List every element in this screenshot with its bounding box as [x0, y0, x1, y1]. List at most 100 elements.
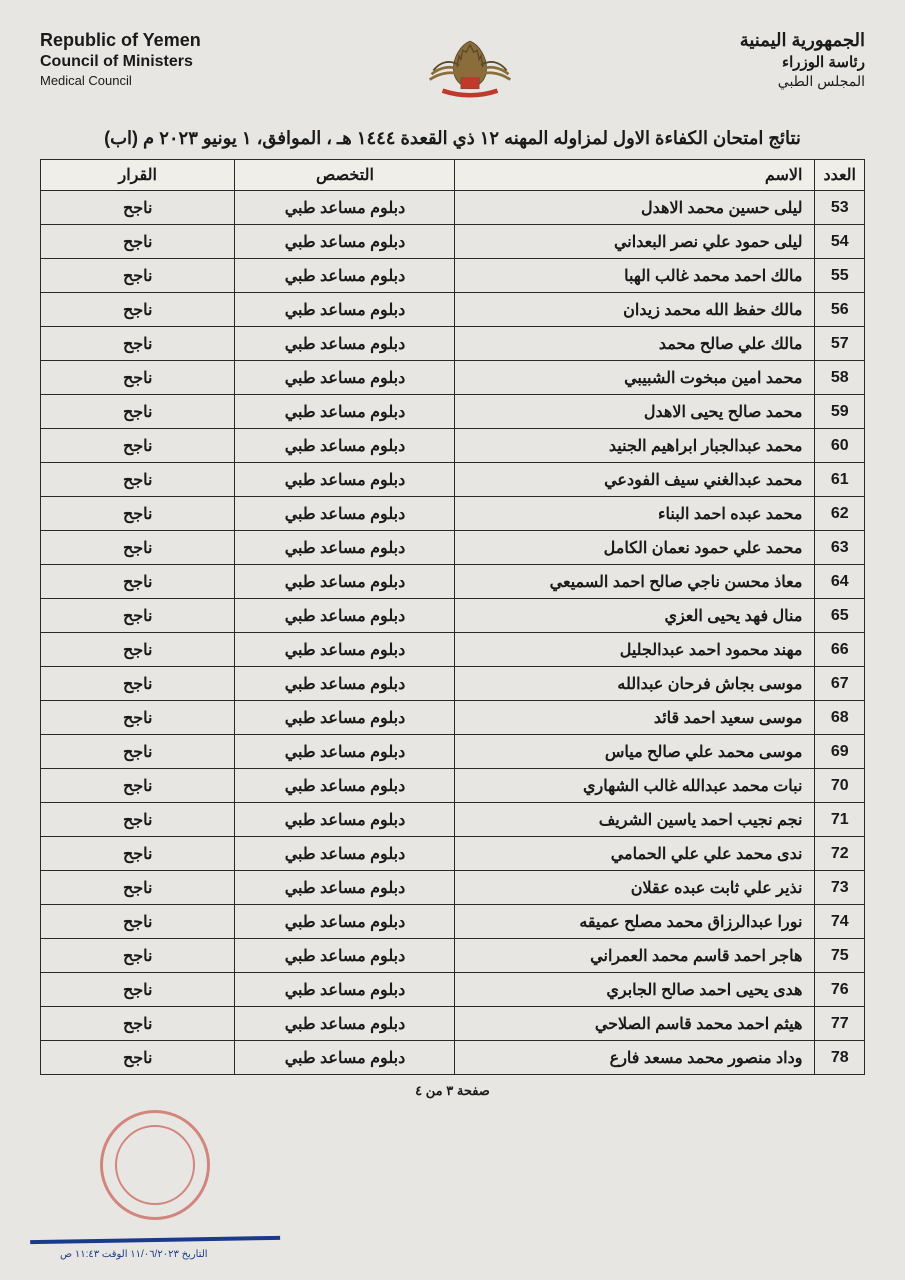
table-row: 53ليلى حسين محمد الاهدلدبلوم مساعد طبينا… [41, 191, 865, 225]
table-row: 55مالك احمد محمد غالب الهبادبلوم مساعد ط… [41, 259, 865, 293]
col-header-result: القرار [41, 160, 235, 191]
cell-result: ناجح [41, 463, 235, 497]
cell-result: ناجح [41, 361, 235, 395]
cell-name: مالك حفظ الله محمد زيدان [455, 293, 815, 327]
cell-result: ناجح [41, 1041, 235, 1075]
cell-number: 74 [815, 905, 865, 939]
print-date-stamp: التاريخ ١١/٠٦/٢٠٢٣ الوقت ١١:٤٣ ص [60, 1249, 208, 1260]
header-english: Republic of Yemen Council of Ministers M… [40, 30, 201, 88]
cell-name: محمد عبده احمد البناء [455, 497, 815, 531]
cell-name: ليلى حسين محمد الاهدل [455, 191, 815, 225]
cell-number: 73 [815, 871, 865, 905]
cell-number: 60 [815, 429, 865, 463]
cell-result: ناجح [41, 327, 235, 361]
cell-specialization: دبلوم مساعد طبي [235, 837, 455, 871]
cell-name: معاذ محسن ناجي صالح احمد السميعي [455, 565, 815, 599]
table-row: 70نبات محمد عبدالله غالب الشهاريدبلوم مس… [41, 769, 865, 803]
table-row: 78وداد منصور محمد مسعد فارعدبلوم مساعد ط… [41, 1041, 865, 1075]
cell-result: ناجح [41, 531, 235, 565]
cell-name: هيثم احمد محمد قاسم الصلاحي [455, 1007, 815, 1041]
cell-number: 72 [815, 837, 865, 871]
cell-specialization: دبلوم مساعد طبي [235, 293, 455, 327]
table-row: 57مالك علي صالح محمددبلوم مساعد طبيناجح [41, 327, 865, 361]
cell-number: 75 [815, 939, 865, 973]
cell-specialization: دبلوم مساعد طبي [235, 327, 455, 361]
table-row: 75هاجر احمد قاسم محمد العمرانيدبلوم مساع… [41, 939, 865, 973]
cell-name: نورا عبدالرزاق محمد مصلح عميقه [455, 905, 815, 939]
national-emblem-icon [410, 30, 530, 110]
official-stamp-icon [100, 1110, 210, 1220]
letterhead: Republic of Yemen Council of Ministers M… [40, 30, 865, 110]
table-header-row: العدد الاسم التخصص القرار [41, 160, 865, 191]
cell-specialization: دبلوم مساعد طبي [235, 463, 455, 497]
table-row: 58محمد امين مبخوت الشبيبيدبلوم مساعد طبي… [41, 361, 865, 395]
cell-name: هاجر احمد قاسم محمد العمراني [455, 939, 815, 973]
table-row: 71نجم نجيب احمد ياسين الشريفدبلوم مساعد … [41, 803, 865, 837]
table-row: 64معاذ محسن ناجي صالح احمد السميعيدبلوم … [41, 565, 865, 599]
cell-result: ناجح [41, 259, 235, 293]
cell-specialization: دبلوم مساعد طبي [235, 633, 455, 667]
table-row: 77هيثم احمد محمد قاسم الصلاحيدبلوم مساعد… [41, 1007, 865, 1041]
cell-number: 65 [815, 599, 865, 633]
cell-specialization: دبلوم مساعد طبي [235, 1041, 455, 1075]
cell-name: محمد علي حمود نعمان الكامل [455, 531, 815, 565]
cell-result: ناجح [41, 225, 235, 259]
table-row: 74نورا عبدالرزاق محمد مصلح عميقهدبلوم مس… [41, 905, 865, 939]
council-ar: رئاسة الوزراء [740, 53, 865, 71]
cell-number: 55 [815, 259, 865, 293]
cell-name: هدى يحيى احمد صالح الجابري [455, 973, 815, 1007]
col-header-number: العدد [815, 160, 865, 191]
cell-specialization: دبلوم مساعد طبي [235, 191, 455, 225]
cell-specialization: دبلوم مساعد طبي [235, 361, 455, 395]
cell-result: ناجح [41, 973, 235, 1007]
cell-specialization: دبلوم مساعد طبي [235, 905, 455, 939]
cell-number: 68 [815, 701, 865, 735]
cell-result: ناجح [41, 429, 235, 463]
cell-name: ندى محمد علي علي الحمامي [455, 837, 815, 871]
table-row: 59محمد صالح يحيى الاهدلدبلوم مساعد طبينا… [41, 395, 865, 429]
cell-number: 70 [815, 769, 865, 803]
country-ar: الجمهورية اليمنية [740, 30, 865, 51]
cell-result: ناجح [41, 565, 235, 599]
cell-number: 57 [815, 327, 865, 361]
cell-specialization: دبلوم مساعد طبي [235, 667, 455, 701]
table-row: 63محمد علي حمود نعمان الكاملدبلوم مساعد … [41, 531, 865, 565]
cell-result: ناجح [41, 939, 235, 973]
cell-result: ناجح [41, 191, 235, 225]
cell-result: ناجح [41, 701, 235, 735]
cell-number: 58 [815, 361, 865, 395]
cell-number: 64 [815, 565, 865, 599]
cell-name: وداد منصور محمد مسعد فارع [455, 1041, 815, 1075]
col-header-name: الاسم [455, 160, 815, 191]
country-en: Republic of Yemen [40, 30, 201, 51]
page-number: صفحة ٣ من ٤ [40, 1083, 865, 1099]
cell-specialization: دبلوم مساعد طبي [235, 395, 455, 429]
cell-name: نذير علي ثابت عبده عقلان [455, 871, 815, 905]
table-row: 68موسى سعيد احمد قائددبلوم مساعد طبيناجح [41, 701, 865, 735]
col-header-specialization: التخصص [235, 160, 455, 191]
cell-name: نجم نجيب احمد ياسين الشريف [455, 803, 815, 837]
cell-result: ناجح [41, 803, 235, 837]
results-table: العدد الاسم التخصص القرار 53ليلى حسين مح… [40, 159, 865, 1075]
cell-specialization: دبلوم مساعد طبي [235, 701, 455, 735]
cell-name: مهند محمود احمد عبدالجليل [455, 633, 815, 667]
table-row: 69موسى محمد علي صالح مياسدبلوم مساعد طبي… [41, 735, 865, 769]
cell-name: منال فهد يحيى العزي [455, 599, 815, 633]
dept-ar: المجلس الطبي [740, 73, 865, 90]
cell-name: نبات محمد عبدالله غالب الشهاري [455, 769, 815, 803]
cell-name: ليلى حمود علي نصر البعداني [455, 225, 815, 259]
cell-name: مالك احمد محمد غالب الهبا [455, 259, 815, 293]
signature-line [30, 1220, 280, 1244]
dept-en: Medical Council [40, 73, 201, 88]
cell-number: 71 [815, 803, 865, 837]
cell-name: موسى محمد علي صالح مياس [455, 735, 815, 769]
table-row: 61محمد عبدالغني سيف الفودعيدبلوم مساعد ط… [41, 463, 865, 497]
cell-number: 78 [815, 1041, 865, 1075]
table-row: 54ليلى حمود علي نصر البعدانيدبلوم مساعد … [41, 225, 865, 259]
cell-result: ناجح [41, 871, 235, 905]
cell-result: ناجح [41, 837, 235, 871]
cell-specialization: دبلوم مساعد طبي [235, 803, 455, 837]
document-title: نتائج امتحان الكفاءة الاول لمزاوله المهن… [40, 128, 865, 149]
cell-name: مالك علي صالح محمد [455, 327, 815, 361]
cell-name: محمد عبدالغني سيف الفودعي [455, 463, 815, 497]
